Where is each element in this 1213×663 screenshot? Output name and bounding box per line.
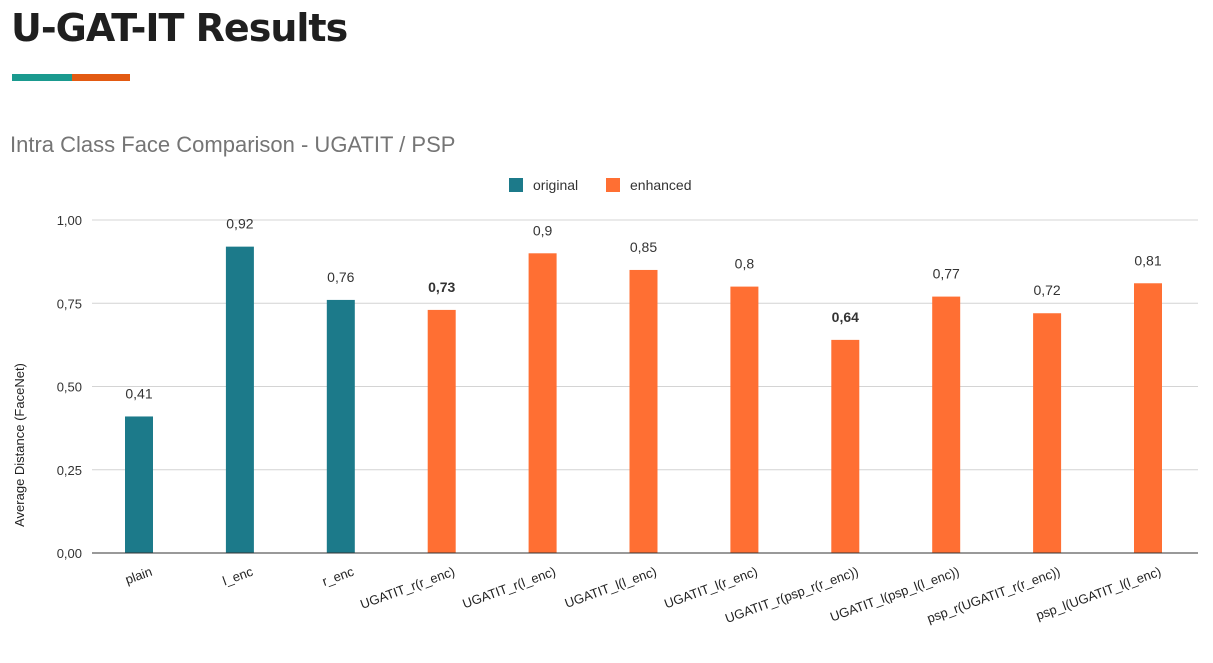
- value-label: 0,41: [125, 385, 152, 401]
- value-label: 0,64: [832, 309, 859, 325]
- value-label: 0,8: [735, 256, 755, 272]
- bar-enhanced: [427, 309, 456, 553]
- bar-original: [125, 416, 153, 553]
- title-accent-orange: [72, 74, 130, 81]
- value-label: 0,9: [533, 222, 553, 238]
- category-label: UGATIT_l(l_enc): [563, 564, 659, 611]
- y-tick-label: 0,00: [57, 546, 82, 561]
- page-title: U-GAT-IT Results: [11, 6, 348, 50]
- category-label: r_enc: [320, 564, 356, 589]
- bars: [125, 246, 1162, 554]
- value-label: 0,77: [933, 266, 960, 282]
- y-tick-label: 0,75: [57, 296, 82, 311]
- value-label: 0,73: [428, 279, 455, 295]
- chart-title: Intra Class Face Comparison - UGATIT / P…: [10, 132, 455, 157]
- chart-container: Intra Class Face Comparison - UGATIT / P…: [0, 120, 1213, 663]
- legend-swatch-original: [509, 178, 523, 192]
- x-axis-categories: plain l_enc r_enc UGATIT_r(r_enc) UGATIT_r(l…: [123, 564, 1163, 626]
- legend-label-original: original: [533, 177, 578, 193]
- value-label: 0,92: [226, 216, 253, 232]
- value-label: 0,72: [1033, 282, 1060, 298]
- category-label: plain: [123, 564, 154, 587]
- category-label: UGATIT_r(r_enc): [358, 564, 457, 612]
- y-axis-ticks: 0,00 0,25 0,50 0,75 1,00: [57, 213, 82, 561]
- bar-original: [326, 299, 355, 553]
- y-tick-label: 0,25: [57, 463, 82, 478]
- value-label: 0,81: [1134, 252, 1161, 268]
- bar-original: [225, 246, 254, 553]
- bar-chart: Intra Class Face Comparison - UGATIT / P…: [10, 132, 1198, 626]
- y-tick-label: 0,50: [57, 380, 82, 395]
- bar-enhanced: [932, 296, 961, 553]
- legend-swatch-enhanced: [606, 178, 620, 192]
- bar-enhanced: [730, 286, 759, 553]
- bar-enhanced: [1033, 313, 1062, 553]
- value-labels: 0,41 0,92 0,76 0,73 0,9 0,85 0,8 0,64 0,77 0,72 0,…: [125, 216, 1161, 402]
- y-tick-label: 1,00: [57, 213, 82, 228]
- value-label: 0,85: [630, 239, 657, 255]
- bar-enhanced: [528, 253, 557, 554]
- title-accent-teal: [12, 74, 72, 81]
- legend-label-enhanced: enhanced: [630, 177, 692, 193]
- value-label: 0,76: [327, 269, 354, 285]
- category-label: UGATIT_r(l_enc): [460, 564, 557, 612]
- bar-enhanced: [629, 269, 658, 553]
- category-label: l_enc: [221, 564, 256, 589]
- y-axis-label: Average Distance (FaceNet): [12, 363, 27, 527]
- legend: original enhanced: [509, 177, 692, 193]
- bar-enhanced: [831, 339, 860, 553]
- bar-enhanced: [1134, 283, 1162, 553]
